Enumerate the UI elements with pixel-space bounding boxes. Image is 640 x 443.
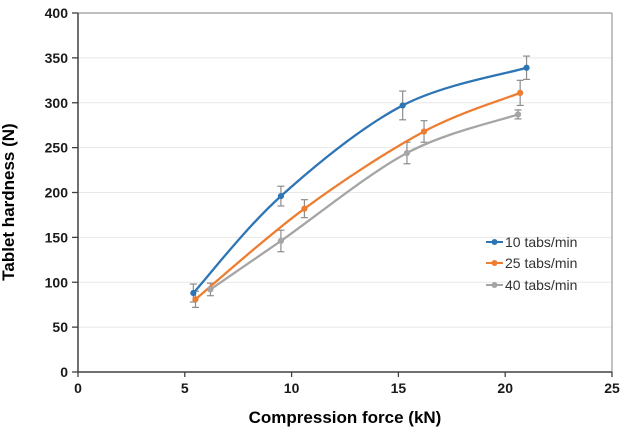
series-line xyxy=(209,113,520,291)
y-axis-title: Tablet hardness (N) xyxy=(0,123,18,281)
data-point-marker xyxy=(190,289,197,297)
y-tick-label: 400 xyxy=(45,5,69,21)
x-tick-label: 0 xyxy=(74,380,82,396)
data-point-marker xyxy=(277,237,285,245)
legend-label: 25 tabs/min xyxy=(505,255,578,272)
y-tick-label: 300 xyxy=(45,95,69,111)
series-line xyxy=(192,66,528,295)
data-point-marker xyxy=(301,205,308,212)
legend-item: 40 tabs/min xyxy=(486,274,577,296)
data-point-marker xyxy=(523,64,530,71)
y-tick-label: 250 xyxy=(45,140,69,156)
y-tick-label: 0 xyxy=(60,364,68,380)
data-point-marker xyxy=(207,286,214,293)
series-line xyxy=(194,91,522,301)
legend-marker-icon xyxy=(486,281,503,288)
x-tick-label: 10 xyxy=(284,380,300,396)
data-point-marker xyxy=(277,192,285,200)
data-point-marker xyxy=(192,296,199,303)
data-point-marker xyxy=(514,111,522,118)
legend-marker-icon xyxy=(486,238,503,245)
data-point-marker xyxy=(403,149,411,157)
data-point-marker xyxy=(517,89,524,96)
legend: 10 tabs/min 25 tabs/min 40 tabs/min xyxy=(486,231,577,296)
y-tick-label: 50 xyxy=(52,319,68,335)
x-tick-label: 5 xyxy=(181,380,189,396)
x-tick-label: 15 xyxy=(391,380,407,396)
x-tick-label: 25 xyxy=(604,380,620,396)
data-point-marker xyxy=(420,128,428,135)
x-tick-label: 20 xyxy=(497,380,513,396)
y-tick-label: 150 xyxy=(45,229,69,245)
y-tick-label: 350 xyxy=(45,50,69,66)
legend-item: 10 tabs/min xyxy=(486,231,577,253)
x-axis-title: Compression force (kN) xyxy=(248,408,442,427)
data-point-marker xyxy=(399,102,406,109)
y-tick-label: 200 xyxy=(45,185,69,201)
legend-item: 25 tabs/min xyxy=(486,253,577,275)
legend-marker-icon xyxy=(486,260,503,267)
legend-label: 10 tabs/min xyxy=(505,233,578,250)
legend-label: 40 tabs/min xyxy=(505,276,578,293)
y-tick-label: 100 xyxy=(45,274,69,290)
